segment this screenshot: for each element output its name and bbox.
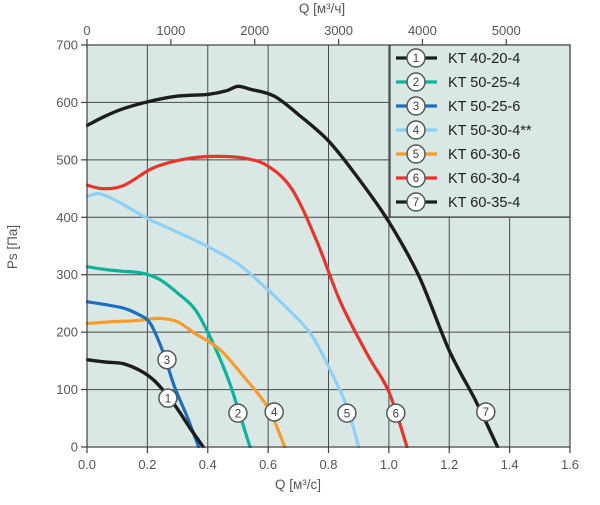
marker-circle: [264, 402, 284, 422]
curve-marker-legend-5: 5: [406, 144, 426, 164]
legend-item-1: 1 KT 40-20-4: [396, 48, 520, 68]
left-tick-label: 100: [56, 382, 78, 397]
bottom-tick-label: 0.0: [78, 457, 96, 472]
marker-number: 7: [483, 407, 489, 419]
left-tick-label: 500: [56, 152, 78, 167]
marker-circle: [476, 402, 496, 422]
curve-marker-legend-6: 6: [406, 168, 426, 188]
curve-2-kt-50-25-4: [86, 265, 252, 448]
marker-number: 3: [413, 101, 419, 113]
bottom-tick-label: 1.6: [561, 457, 579, 472]
legend-item-4: 4 KT 50-30-4**: [396, 120, 532, 140]
curve-marker-6: 6: [386, 403, 406, 423]
marker-number: 1: [165, 393, 171, 405]
marker-circle: [228, 403, 248, 423]
curve-marker-4: 4: [264, 402, 284, 422]
curve-5-kt-60-30-6: [86, 316, 287, 448]
legend-label: KT 50-25-6: [448, 99, 520, 115]
top-tick-label: 2000: [240, 23, 269, 38]
curve-marker-7: 7: [476, 402, 496, 422]
top-tick-label: 0: [83, 23, 90, 38]
curve-1-kt-40-20-4: [86, 358, 205, 448]
bottom-tick-label: 1.2: [440, 457, 458, 472]
legend-item-6: 6 KT 60-30-4: [396, 168, 520, 188]
top-tick-label: 5000: [492, 23, 521, 38]
curve-marker-legend-4: 4: [406, 120, 426, 140]
curves: [86, 84, 500, 448]
marker-circle: [406, 72, 426, 92]
plot-area: 0.0 0.2 0.4 0.6 0.8 1.0 1.2 1.4 1.6 0 100 200 300 400…: [56, 23, 579, 472]
curve-marker-legend-2: 2: [406, 72, 426, 92]
left-tick-label: 200: [56, 325, 78, 340]
top-tick-label: 1000: [156, 23, 185, 38]
marker-circle: [337, 403, 357, 423]
marker-number: 5: [344, 408, 350, 420]
left-axis-title: Ps [Па]: [5, 225, 20, 269]
left-tick-label: 700: [56, 38, 78, 53]
marker-circle: [406, 48, 426, 68]
marker-number: 7: [413, 197, 419, 209]
marker-number: 2: [235, 408, 241, 420]
legend-item-3: 3 KT 50-25-6: [396, 96, 520, 116]
curve-marker-legend-1: 1: [406, 48, 426, 68]
bottom-tick-label: 0.6: [259, 457, 277, 472]
legend-item-7: 7 KT 60-35-4: [396, 192, 520, 212]
legend-label: KT 50-25-4: [448, 75, 520, 91]
curve-marker-legend-7: 7: [406, 192, 426, 212]
marker-circle: [158, 388, 178, 408]
legend-label: KT 40-20-4: [448, 51, 520, 67]
curve-callouts: 1 2 3 4 5 6 7: [157, 349, 496, 423]
legend-label: KT 60-30-4: [448, 171, 520, 187]
marker-number: 2: [413, 77, 419, 89]
marker-circle: [157, 349, 177, 370]
curve-4-kt-50-30-4: [86, 192, 361, 448]
legend-label: KT 50-30-4**: [448, 123, 532, 139]
curve-7-kt-60-35-4: [86, 84, 500, 448]
marker-number: 1: [413, 53, 419, 65]
bottom-tick-label: 0.4: [199, 457, 217, 472]
curve-marker-5: 5: [337, 403, 357, 423]
legend: 1 KT 40-20-4 2 KT 50-25-4 3 KT 50-25-6 4 KT 50-…: [389, 44, 571, 218]
bottom-tick-label: 0.8: [319, 457, 337, 472]
left-tick-label: 600: [56, 95, 78, 110]
left-tick-label: 300: [56, 267, 78, 282]
marker-number: 5: [413, 149, 419, 161]
bottom-tick-label: 1.0: [380, 457, 398, 472]
curve-marker-2: 2: [228, 403, 248, 423]
marker-number: 6: [393, 408, 399, 420]
bottom-axis-title: Q [м³/с]: [275, 477, 321, 492]
marker-circle: [406, 96, 426, 116]
curve-marker-3: 3: [157, 349, 177, 370]
marker-number: 4: [271, 407, 278, 419]
top-axis-title: Q [м³/ч]: [299, 1, 345, 16]
marker-circle: [406, 192, 426, 212]
curve-marker-1: 1: [158, 388, 178, 408]
top-tick-label: 3000: [324, 23, 353, 38]
legend-label: KT 60-35-4: [448, 195, 520, 211]
marker-circle: [406, 144, 426, 164]
legend-label: KT 60-30-6: [448, 147, 520, 163]
curve-3-kt-50-25-6: [86, 300, 201, 448]
legend-item-2: 2 KT 50-25-4: [396, 72, 520, 92]
curve-marker-legend-3: 3: [406, 96, 426, 116]
left-tick-label: 400: [56, 210, 78, 225]
marker-number: 3: [164, 355, 170, 367]
bottom-tick-label: 1.4: [501, 457, 519, 472]
curve-6-kt-60-30-4: [86, 154, 409, 448]
marker-circle: [386, 403, 406, 423]
axes: 0.0 0.2 0.4 0.6 0.8 1.0 1.2 1.4 1.6 0 100 200 300 400…: [56, 23, 579, 472]
marker-circle: [406, 168, 426, 188]
left-tick-label: 0: [71, 440, 78, 455]
marker-number: 6: [413, 173, 419, 185]
marker-number: 4: [413, 125, 420, 137]
bottom-tick-label: 0.2: [138, 457, 156, 472]
marker-circle: [406, 120, 426, 140]
top-tick-label: 4000: [408, 23, 437, 38]
legend-item-5: 5 KT 60-30-6: [396, 144, 520, 164]
